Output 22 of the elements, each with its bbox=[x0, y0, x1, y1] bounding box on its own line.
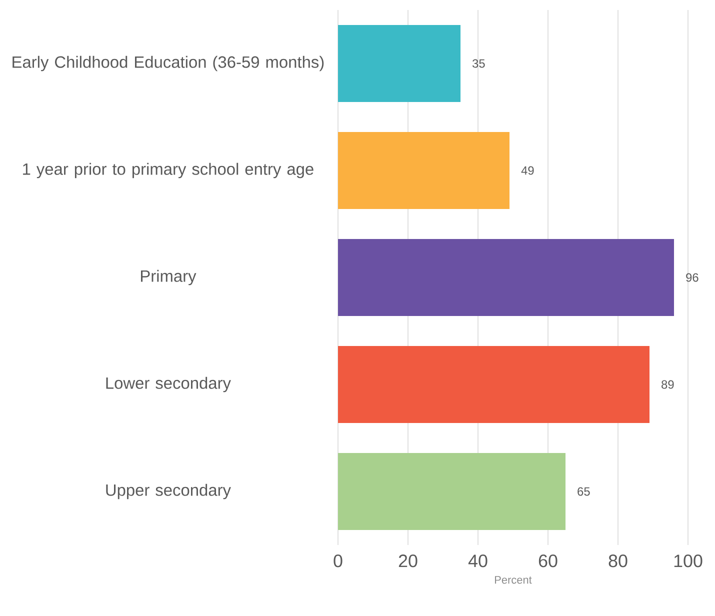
x-tick-label: 100 bbox=[674, 554, 702, 568]
x-tick-label: 80 bbox=[608, 554, 628, 568]
bar bbox=[338, 452, 566, 530]
y-tick-label: Lower secondary bbox=[106, 376, 231, 392]
bar bbox=[338, 238, 674, 316]
bar bbox=[338, 24, 460, 102]
x-tick-label: 40 bbox=[468, 554, 488, 568]
data-label: 35 bbox=[472, 59, 485, 68]
x-tick-label: 20 bbox=[398, 554, 418, 568]
bar bbox=[338, 132, 510, 210]
x-tick-label: 0 bbox=[334, 554, 342, 568]
data-label: 65 bbox=[578, 487, 590, 496]
y-tick-label: 1 year prior to primary school entry age bbox=[23, 162, 314, 178]
data-label: 49 bbox=[521, 166, 534, 175]
y-tick-label: Primary bbox=[141, 270, 196, 286]
data-label: 89 bbox=[662, 380, 674, 389]
x-tick-label: 60 bbox=[538, 554, 558, 568]
y-tick-label: Early Childhood Education (36-59 months) bbox=[12, 56, 324, 72]
y-tick-label: Upper secondary bbox=[106, 484, 231, 500]
data-label: 96 bbox=[686, 273, 698, 282]
x-axis-title: Percent bbox=[495, 576, 532, 584]
bar bbox=[338, 346, 650, 424]
